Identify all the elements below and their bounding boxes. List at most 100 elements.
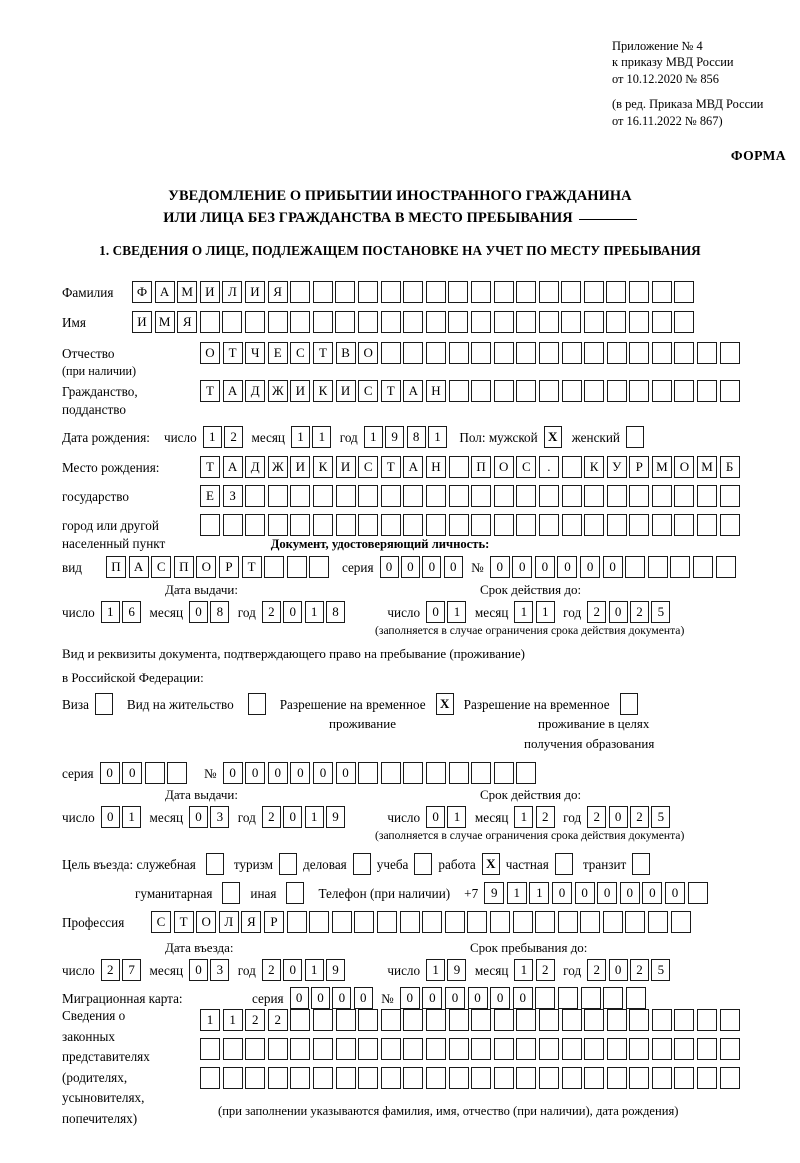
checkbox-temp-residence-edu[interactable] [619,693,638,715]
char-cell[interactable] [144,762,165,784]
char-cell[interactable] [448,456,469,478]
char-cell[interactable]: 2 [267,1009,288,1031]
char-cell[interactable] [245,1067,266,1089]
char-cell[interactable] [425,1009,446,1031]
char-cell[interactable] [516,342,537,364]
char-cell[interactable] [380,1067,401,1089]
char-cell[interactable] [267,514,288,536]
char-cell[interactable] [403,281,424,303]
char-cell[interactable]: 0 [642,882,663,904]
char-cell[interactable]: Л [222,281,243,303]
char-cell[interactable]: Н [425,456,446,478]
digit-cell[interactable]: 0 [608,959,628,981]
char-cell[interactable] [471,514,492,536]
digit-cell[interactable]: 0 [189,601,209,623]
char-cell[interactable]: 1 [506,882,527,904]
char-cell[interactable] [335,311,356,333]
char-cell[interactable] [403,485,424,507]
char-cell[interactable] [380,1038,401,1060]
char-cell[interactable] [629,514,650,536]
char-cell[interactable] [697,342,718,364]
checkbox-purpose-other[interactable] [286,882,305,904]
char-cell[interactable]: Т [312,342,333,364]
legal-rep-row3-input[interactable] [200,1067,742,1089]
char-cell[interactable]: 9 [484,882,505,904]
digit-cell[interactable]: 0 [283,806,303,828]
char-cell[interactable]: П [471,456,492,478]
char-cell[interactable]: А [154,281,175,303]
char-cell[interactable] [584,1067,605,1089]
char-cell[interactable] [697,1009,718,1031]
char-cell[interactable] [697,380,718,402]
char-cell[interactable] [267,1067,288,1089]
digit-cell[interactable]: 0 [283,601,303,623]
digit-cell[interactable]: 0 [332,987,352,1009]
char-cell[interactable] [244,311,265,333]
char-cell[interactable] [584,485,605,507]
char-cell[interactable] [199,311,220,333]
char-cell[interactable]: 0 [512,556,533,578]
char-cell[interactable] [380,342,401,364]
char-cell[interactable] [425,311,446,333]
char-cell[interactable]: С [358,456,379,478]
char-cell[interactable]: 1 [200,1009,220,1031]
char-cell[interactable] [448,1038,469,1060]
char-cell[interactable] [312,281,333,303]
digit-cell[interactable]: 2 [629,601,649,623]
char-cell[interactable]: 0 [512,987,533,1009]
char-cell[interactable] [561,311,582,333]
char-cell[interactable] [222,1067,243,1089]
char-cell[interactable]: Т [380,456,401,478]
char-cell[interactable] [651,311,672,333]
char-cell[interactable] [403,311,424,333]
char-cell[interactable]: И [290,456,311,478]
digit-cell[interactable]: 2 [224,426,244,448]
char-cell[interactable] [584,342,605,364]
char-cell[interactable] [290,281,311,303]
char-cell[interactable] [516,380,537,402]
digit-cell[interactable]: 0 [283,959,303,981]
char-cell[interactable] [629,1009,650,1031]
char-cell[interactable] [448,1009,469,1031]
digit-cell[interactable]: 9 [385,426,405,448]
char-cell[interactable] [697,1067,718,1089]
char-cell[interactable] [493,281,514,303]
char-cell[interactable] [312,1038,333,1060]
char-cell[interactable]: 0 [122,762,143,784]
char-cell[interactable] [290,1038,311,1060]
char-cell[interactable] [358,485,379,507]
char-cell[interactable] [403,1067,424,1089]
char-cell[interactable] [358,514,379,536]
char-cell[interactable] [403,1038,424,1060]
char-cell[interactable] [674,485,695,507]
char-cell[interactable] [167,762,188,784]
digit-cell[interactable]: 1 [514,601,534,623]
char-cell[interactable] [290,311,311,333]
char-cell[interactable] [538,380,559,402]
char-cell[interactable]: 0 [245,762,266,784]
char-cell[interactable] [516,1067,537,1089]
char-cell[interactable]: Я [267,281,288,303]
char-cell[interactable]: И [335,380,356,402]
char-cell[interactable] [651,514,672,536]
digit-cell[interactable]: 9 [447,959,467,981]
char-cell[interactable] [471,380,492,402]
char-cell[interactable]: 0 [557,556,578,578]
legal-rep-row2-input[interactable] [200,1038,742,1060]
char-cell[interactable] [290,1009,311,1031]
char-cell[interactable] [376,911,397,933]
char-cell[interactable]: Д [245,456,266,478]
char-cell[interactable]: 0 [467,987,488,1009]
digit-cell[interactable]: 2 [100,959,120,981]
char-cell[interactable] [674,1009,695,1031]
char-cell[interactable] [538,311,559,333]
